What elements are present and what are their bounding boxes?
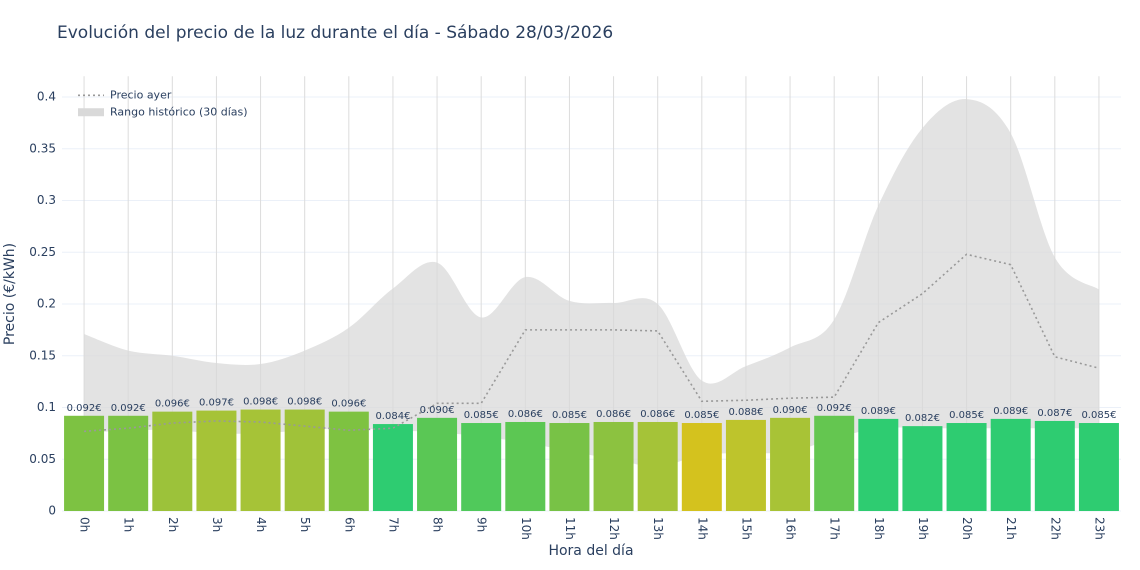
y-tick-label: 0.3 bbox=[37, 193, 56, 207]
x-tick-label: 14h bbox=[695, 517, 709, 540]
value-label: 0.085€ bbox=[684, 410, 719, 421]
bar bbox=[1034, 420, 1075, 511]
value-label: 0.090€ bbox=[773, 405, 808, 416]
value-label: 0.092€ bbox=[817, 403, 852, 414]
bar bbox=[681, 423, 722, 511]
bar bbox=[196, 410, 237, 511]
value-label: 0.090€ bbox=[420, 405, 455, 416]
x-tick-label: 3h bbox=[210, 517, 224, 532]
x-tick-label: 9h bbox=[475, 517, 489, 532]
value-label: 0.092€ bbox=[67, 403, 102, 414]
value-label: 0.085€ bbox=[949, 410, 984, 421]
chart-title: Evolución del precio de la luz durante e… bbox=[57, 23, 613, 43]
x-tick-label: 18h bbox=[872, 517, 886, 540]
y-tick-label: 0 bbox=[48, 504, 56, 518]
y-tick-label: 0.35 bbox=[29, 141, 56, 155]
bar bbox=[417, 417, 458, 511]
bar bbox=[637, 421, 678, 511]
x-tick-label: 8h bbox=[431, 517, 445, 532]
value-label: 0.098€ bbox=[287, 397, 322, 408]
y-tick-label: 0.05 bbox=[29, 452, 56, 466]
x-tick-label: 22h bbox=[1048, 517, 1062, 540]
bar bbox=[284, 409, 325, 511]
bar bbox=[1078, 423, 1119, 511]
bar bbox=[461, 423, 502, 511]
x-tick-label: 15h bbox=[739, 517, 753, 540]
x-tick-label: 12h bbox=[607, 517, 621, 540]
bar bbox=[858, 418, 899, 511]
bar bbox=[725, 419, 766, 511]
x-tick-label: 21h bbox=[1004, 517, 1018, 540]
x-tick-label: 20h bbox=[960, 517, 974, 540]
value-label: 0.089€ bbox=[861, 406, 896, 417]
x-tick-label: 16h bbox=[784, 517, 798, 540]
x-tick-label: 1h bbox=[122, 517, 136, 532]
x-tick-label: 13h bbox=[651, 517, 665, 540]
value-label: 0.086€ bbox=[508, 409, 543, 420]
value-label: 0.098€ bbox=[243, 397, 278, 408]
value-label: 0.085€ bbox=[1081, 410, 1116, 421]
value-label: 0.082€ bbox=[905, 413, 940, 424]
bar bbox=[152, 411, 193, 511]
value-label: 0.087€ bbox=[1037, 408, 1072, 419]
value-label: 0.089€ bbox=[993, 406, 1028, 417]
y-tick-label: 0.1 bbox=[37, 400, 56, 414]
bar bbox=[372, 424, 413, 511]
x-tick-label: 7h bbox=[386, 517, 400, 532]
y-tick-label: 0.25 bbox=[29, 245, 56, 259]
value-label: 0.092€ bbox=[111, 403, 146, 414]
bar bbox=[593, 421, 634, 511]
x-tick-label: 23h bbox=[1092, 517, 1106, 540]
bar bbox=[328, 411, 369, 511]
value-label: 0.097€ bbox=[199, 398, 234, 409]
bar bbox=[770, 417, 811, 511]
x-axis-title: Hora del día bbox=[548, 543, 633, 559]
y-tick-label: 0.15 bbox=[29, 348, 56, 362]
x-tick-label: 10h bbox=[519, 517, 533, 540]
y-tick-label: 0.4 bbox=[37, 90, 56, 104]
bar bbox=[64, 415, 105, 511]
value-label: 0.085€ bbox=[552, 410, 587, 421]
bar bbox=[505, 421, 546, 511]
bar bbox=[549, 423, 590, 511]
x-tick-label: 17h bbox=[828, 517, 842, 540]
value-label: 0.096€ bbox=[155, 399, 190, 410]
x-tick-label: 4h bbox=[254, 517, 268, 532]
bar bbox=[814, 415, 855, 511]
value-label: 0.088€ bbox=[728, 407, 763, 418]
y-tick-label: 0.2 bbox=[37, 297, 56, 311]
bar bbox=[946, 423, 987, 511]
x-tick-label: 11h bbox=[563, 517, 577, 540]
range-area bbox=[84, 99, 1099, 467]
x-tick-label: 6h bbox=[342, 517, 356, 532]
value-label: 0.084€ bbox=[375, 411, 410, 422]
bar bbox=[902, 426, 943, 511]
x-tick-label: 0h bbox=[78, 517, 92, 532]
value-label: 0.086€ bbox=[640, 409, 675, 420]
x-tick-label: 5h bbox=[298, 517, 312, 532]
bar bbox=[108, 415, 149, 511]
x-tick-label: 2h bbox=[166, 517, 180, 532]
value-label: 0.085€ bbox=[464, 410, 499, 421]
legend-label: Precio ayer bbox=[110, 88, 172, 101]
bar bbox=[990, 418, 1031, 511]
x-tick-label: 19h bbox=[916, 517, 930, 540]
y-axis-title: Precio (€/kWh) bbox=[2, 243, 18, 345]
value-label: 0.096€ bbox=[331, 399, 366, 410]
line-precio-ayer bbox=[84, 253, 1100, 433]
value-label: 0.086€ bbox=[596, 409, 631, 420]
bar bbox=[240, 409, 281, 511]
legend-label: Rango histórico (30 días) bbox=[110, 105, 248, 118]
